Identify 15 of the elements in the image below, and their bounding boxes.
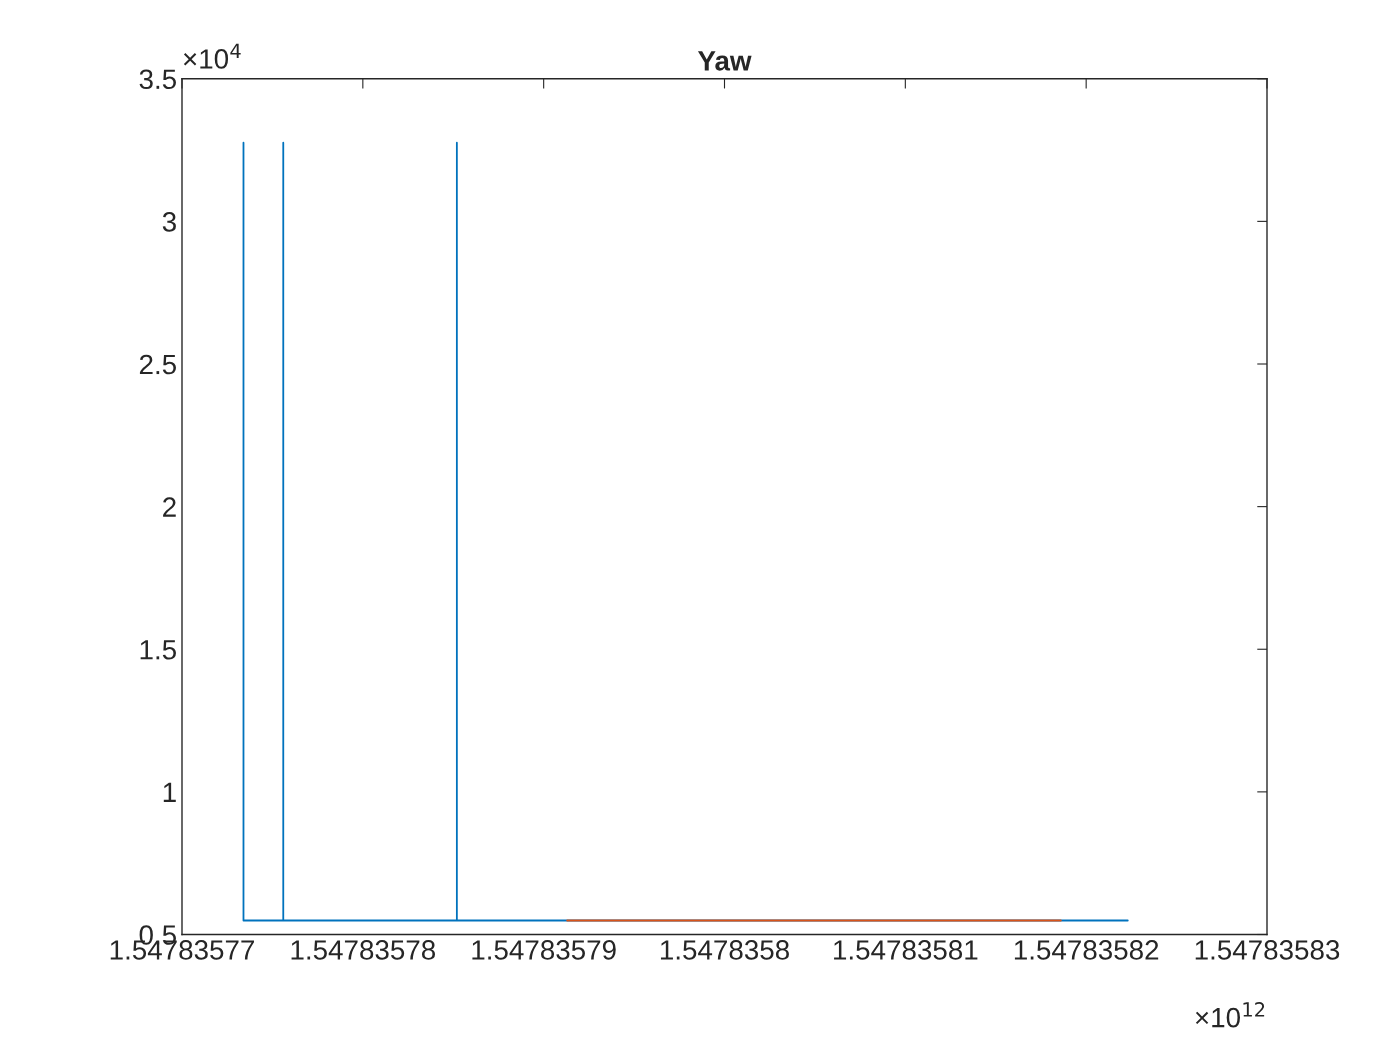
y-tick-label: 3	[162, 212, 176, 232]
y-tick-label: 1	[163, 782, 176, 802]
x-tick-label: 1.54783579	[472, 940, 616, 960]
x-tick-label: 1.54783578	[291, 940, 436, 960]
chart-title: Yaw	[697, 51, 752, 71]
text: ×10$^{12}$	[1195, 1002, 1265, 1028]
y-tick-label: 3.5	[139, 69, 176, 90]
y-tick-label: 2	[163, 497, 176, 517]
x-tick-label: 1.54783582	[1014, 940, 1159, 960]
y-tick-label: 1.5	[140, 640, 176, 660]
text: ×10$^{4}$	[183, 43, 241, 69]
x-tick-label: 1.54783583	[1195, 940, 1340, 960]
y-tick-label: 2.5	[139, 354, 176, 375]
x-tick-label: 1.5478358	[660, 940, 789, 960]
x-tick-label: 1.54783581	[834, 940, 978, 960]
